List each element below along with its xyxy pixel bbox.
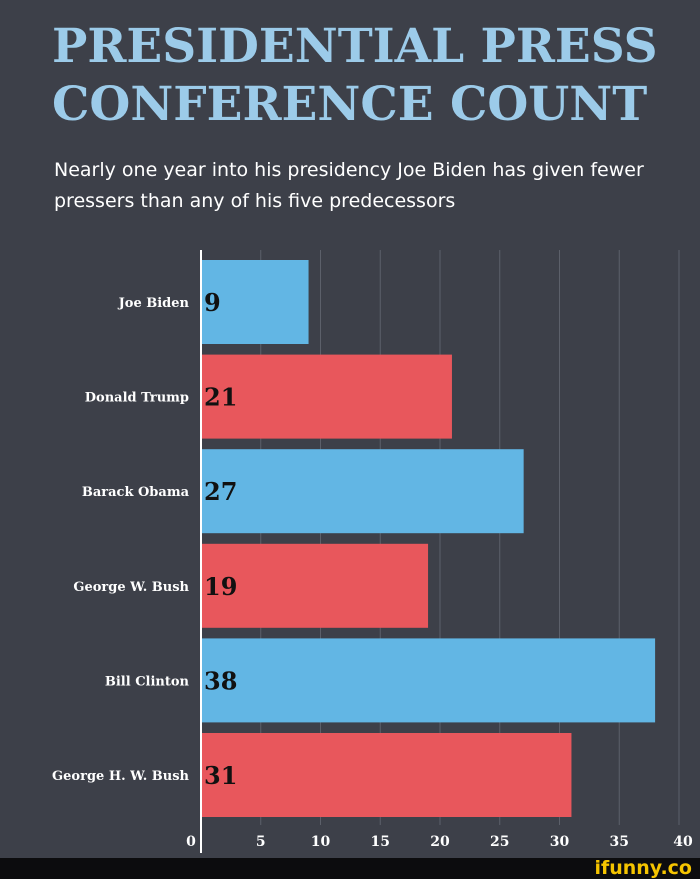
category-label-4: Bill Clinton xyxy=(105,674,190,689)
x-tick-label-30: 30 xyxy=(550,834,570,850)
data-label-0: 9 xyxy=(204,288,221,317)
x-tick-label-25: 25 xyxy=(490,834,509,850)
data-label-2: 27 xyxy=(204,477,237,506)
x-tick-label-10: 10 xyxy=(311,834,331,850)
footer-bar xyxy=(0,858,700,879)
category-label-0: Joe Biden xyxy=(118,296,190,311)
chart-subtitle: Nearly one year into his presidency Joe … xyxy=(54,159,644,212)
data-label-1: 21 xyxy=(204,383,237,412)
bar-3 xyxy=(201,543,429,628)
category-label-1: Donald Trump xyxy=(85,391,189,406)
x-tick-label-40: 40 xyxy=(673,834,693,850)
bar-1 xyxy=(201,354,452,439)
bar-5 xyxy=(201,733,572,817)
x-tick-label-35: 35 xyxy=(610,834,629,850)
x-tick-label-0: 0 xyxy=(186,834,196,850)
x-tick-label-20: 20 xyxy=(430,834,450,850)
data-label-5: 31 xyxy=(204,761,237,790)
category-label-3: George W. Bush xyxy=(73,580,189,595)
category-label-2: Barack Obama xyxy=(82,485,190,500)
data-label-3: 19 xyxy=(204,572,237,601)
x-tick-label-15: 15 xyxy=(371,834,390,850)
chart-title: PRESIDENTIAL PRESS CONFERENCE COUNT xyxy=(52,19,658,132)
data-label-4: 38 xyxy=(204,666,237,695)
watermark: ifunny.co xyxy=(594,857,692,879)
x-tick-label-5: 5 xyxy=(256,834,266,850)
bar-0 xyxy=(201,260,309,344)
category-label-5: George H. W. Bush xyxy=(52,769,189,784)
bar-4 xyxy=(201,638,656,723)
bar-2 xyxy=(201,449,524,534)
